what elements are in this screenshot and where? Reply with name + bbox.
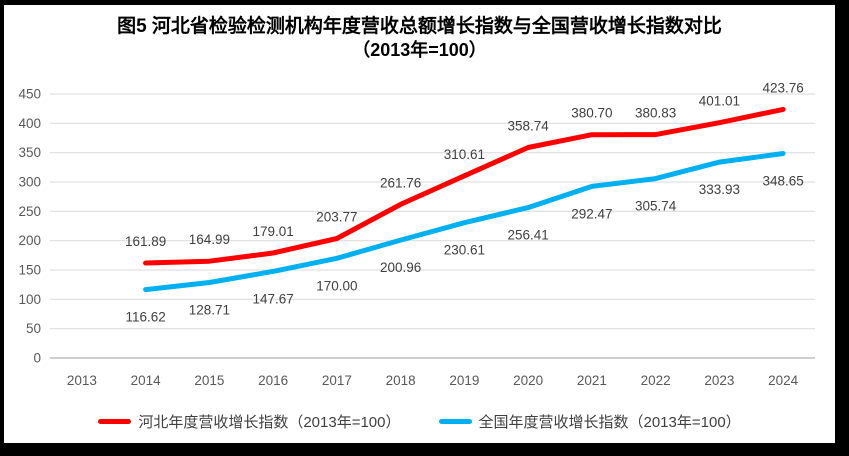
data-label: 292.47	[571, 206, 612, 221]
series-line-national	[143, 151, 786, 293]
y-tick-label: 400	[18, 116, 41, 131]
data-label: 305.74	[635, 199, 677, 214]
x-tick-label: 2017	[322, 373, 352, 388]
data-label: 310.61	[444, 147, 485, 162]
data-label: 161.89	[125, 234, 166, 249]
legend-label-national: 全国年度营收增长指数（2013年=100）	[478, 414, 741, 431]
legend-item-hebei: 河北年度营收增长指数（2013年=100）	[98, 411, 401, 432]
x-tick-label: 2019	[449, 373, 479, 388]
data-label: 358.74	[507, 119, 549, 134]
national-line-swatch-icon	[438, 419, 472, 424]
data-label: 164.99	[189, 232, 230, 247]
chart-subtitle: （2013年=100）	[352, 40, 487, 60]
y-tick-label: 50	[26, 321, 41, 336]
data-label: 380.83	[635, 106, 676, 121]
x-tick-label: 2013	[67, 373, 97, 388]
series-line-hebei	[143, 106, 786, 266]
data-label: 423.76	[762, 80, 803, 95]
x-tick-label: 2018	[386, 373, 416, 388]
data-label: 179.01	[252, 224, 293, 239]
x-tick-label: 2014	[131, 373, 162, 388]
legend-item-national: 全国年度营收增长指数（2013年=100）	[438, 411, 741, 432]
x-tick-label: 2015	[194, 373, 224, 388]
x-tick-label: 2020	[513, 373, 543, 388]
legend-label-hebei: 河北年度营收增长指数（2013年=100）	[138, 414, 401, 431]
plot-svg: 0 50 100 150 200 250 300 350 400 450 2013 2014 2015 2…	[18, 80, 815, 388]
x-tick-label: 2016	[258, 373, 288, 388]
hebei-line-swatch-icon	[98, 419, 132, 424]
data-label: 380.70	[571, 106, 612, 121]
y-tick-label: 450	[18, 87, 41, 102]
data-label: 200.96	[380, 260, 421, 275]
data-label: 401.01	[699, 94, 740, 109]
y-tick-label: 200	[18, 233, 41, 248]
x-tick-label: 2021	[577, 373, 607, 388]
y-tick-label: 150	[18, 263, 41, 278]
x-tick-label: 2024	[768, 373, 799, 388]
y-tick-label: 100	[18, 292, 41, 307]
y-tick-label: 250	[18, 204, 41, 219]
data-label: 256.41	[507, 228, 548, 243]
chart-title-block: 图5 河北省检验检测机构年度营收总额增长指数与全国营收增长指数对比 （2013年…	[4, 14, 835, 62]
data-label: 261.76	[380, 175, 421, 190]
data-label: 230.61	[444, 243, 485, 258]
data-label: 203.77	[316, 210, 357, 225]
data-label: 116.62	[125, 310, 165, 325]
chart-canvas: 图5 河北省检验检测机构年度营收总额增长指数与全国营收增长指数对比 （2013年…	[4, 5, 835, 443]
data-label: 348.65	[762, 174, 803, 189]
data-label: 128.71	[189, 303, 230, 318]
chart-title: 图5 河北省检验检测机构年度营收总额增长指数与全国营收增长指数对比	[117, 16, 722, 37]
data-label: 170.00	[316, 278, 357, 293]
y-tick-label: 300	[18, 175, 41, 190]
data-label: 333.93	[699, 182, 740, 197]
data-label: 147.67	[252, 291, 293, 306]
y-tick-label: 0	[33, 351, 41, 366]
legend: 河北年度营收增长指数（2013年=100） 全国年度营收增长指数（2013年=1…	[4, 411, 835, 432]
y-tick-label: 350	[18, 145, 41, 160]
x-tick-label: 2022	[641, 373, 671, 388]
x-tick-label: 2023	[704, 373, 734, 388]
